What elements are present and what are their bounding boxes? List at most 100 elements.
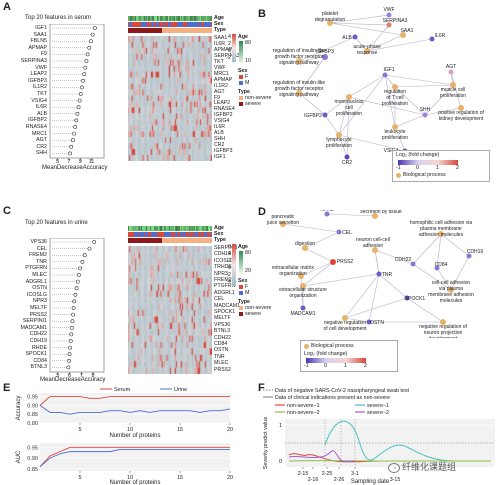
annotation-cell (184, 28, 186, 34)
annotation-cell (202, 28, 204, 34)
network-node-label: positive regulation of kidney development (438, 110, 484, 122)
label-line: CDH22 (395, 257, 412, 263)
annotation-cell (153, 28, 155, 34)
annotation-cell (138, 226, 141, 232)
network-node (342, 315, 348, 321)
legend-fold-tick: 2 (364, 363, 367, 369)
network-edge (302, 261, 334, 287)
network-node-label: IGF1 (383, 67, 394, 73)
network-edge (302, 273, 380, 287)
legend-type-title: Type (238, 89, 250, 95)
annotation-cell (190, 232, 192, 238)
label-line: signaling pathway (279, 92, 319, 98)
annotation-cell (166, 16, 168, 22)
annotation-cell (152, 232, 154, 238)
annotation-cell (143, 226, 145, 232)
network-node (324, 211, 330, 217)
label-line: cell (345, 105, 353, 111)
data-point (70, 325, 74, 330)
annotation-cell (206, 232, 208, 238)
label-line: VWF (383, 7, 394, 13)
annotation-cell (149, 28, 151, 34)
network-node-label: CEL (342, 230, 352, 236)
annotation-cell (184, 226, 186, 232)
annotation-cell (195, 28, 197, 34)
network-edge (394, 114, 426, 128)
series-curve-3 (288, 450, 356, 463)
annotation-cell (179, 226, 181, 232)
network-node (346, 94, 352, 100)
label-line: kidney development (439, 116, 484, 122)
legend-expression-tick: 0 (228, 48, 231, 54)
annotation-cell (153, 226, 155, 232)
network-node (466, 253, 472, 259)
legend-age-min: 10 (245, 58, 251, 64)
label-line: secretion by tissue (360, 210, 402, 215)
heatmap-row-label: IL1R2 (214, 82, 228, 89)
annotation-cell (194, 226, 196, 232)
annotation-cell (184, 238, 186, 244)
network-node (392, 124, 398, 130)
annotation-cell (209, 28, 211, 34)
annotation-cell (208, 232, 210, 238)
annotation-cell (154, 226, 156, 232)
annotation-cell (185, 16, 187, 22)
annotation-cell (165, 238, 167, 244)
annotation-cell (190, 238, 192, 244)
network-edge (450, 255, 470, 291)
annotation-cell (191, 16, 193, 22)
annotation-cell (207, 16, 209, 22)
annotation-cell (138, 16, 141, 22)
annotation-cell (167, 226, 169, 232)
annotation-cell (149, 238, 151, 244)
annotation-cell (144, 238, 147, 244)
network-node (382, 72, 388, 78)
network-edge (344, 273, 380, 319)
annotation-cell (173, 226, 175, 232)
network-node-label: SPOCK1 (405, 296, 426, 302)
annotation-cell (188, 22, 190, 28)
legend-label: Serum (114, 387, 131, 393)
annotation-cell (144, 232, 147, 238)
label-line: mononuclear (335, 99, 364, 105)
data-point (87, 246, 92, 251)
network-edge (282, 223, 340, 233)
annotation-cell (141, 226, 143, 232)
annotation-cell (142, 16, 144, 22)
network-edge (300, 261, 334, 277)
annotation-cell (204, 28, 207, 34)
label-line: homophilic cell adhesion via (410, 220, 472, 226)
legend-type-nonsevere-swatch (239, 96, 243, 100)
annotation-cell (162, 28, 165, 34)
annotation-cell (192, 16, 195, 22)
network-node (322, 112, 328, 118)
network-edge (348, 96, 426, 116)
network-edge (436, 267, 452, 291)
annotation-cell (153, 22, 155, 28)
annotation-cell (159, 28, 161, 34)
label-line: IGFBP2 (304, 113, 322, 119)
data-point (73, 292, 78, 297)
data-point (70, 138, 75, 143)
annotation-cell (189, 16, 191, 22)
annotation-cell (203, 226, 205, 232)
annotation-cell (208, 22, 210, 28)
legend-fold-title: Log₂ (fold change) (396, 152, 440, 158)
annotation-cell (137, 238, 139, 244)
panel-a-title: Top 20 features in serum (25, 15, 92, 21)
annotation-cell (174, 28, 177, 34)
heatmap-row-label: RNASE4 (214, 106, 235, 113)
legend-fold-tick: 0 (324, 363, 327, 369)
annotation-cell (154, 232, 156, 238)
label-line: regulation (384, 89, 406, 95)
network-node-label: CDH19 (467, 249, 484, 255)
annotation-cell (179, 232, 181, 238)
annotation-cell (177, 28, 179, 34)
network-node (372, 247, 378, 253)
label-line: juice secretion (266, 220, 299, 226)
panel-c-heatmap (128, 246, 212, 374)
annotation-cell (173, 22, 175, 28)
feature-label: SERPINA3 (20, 58, 47, 64)
annotation-cell (171, 238, 173, 244)
x-tick-label: 5 (56, 159, 59, 164)
